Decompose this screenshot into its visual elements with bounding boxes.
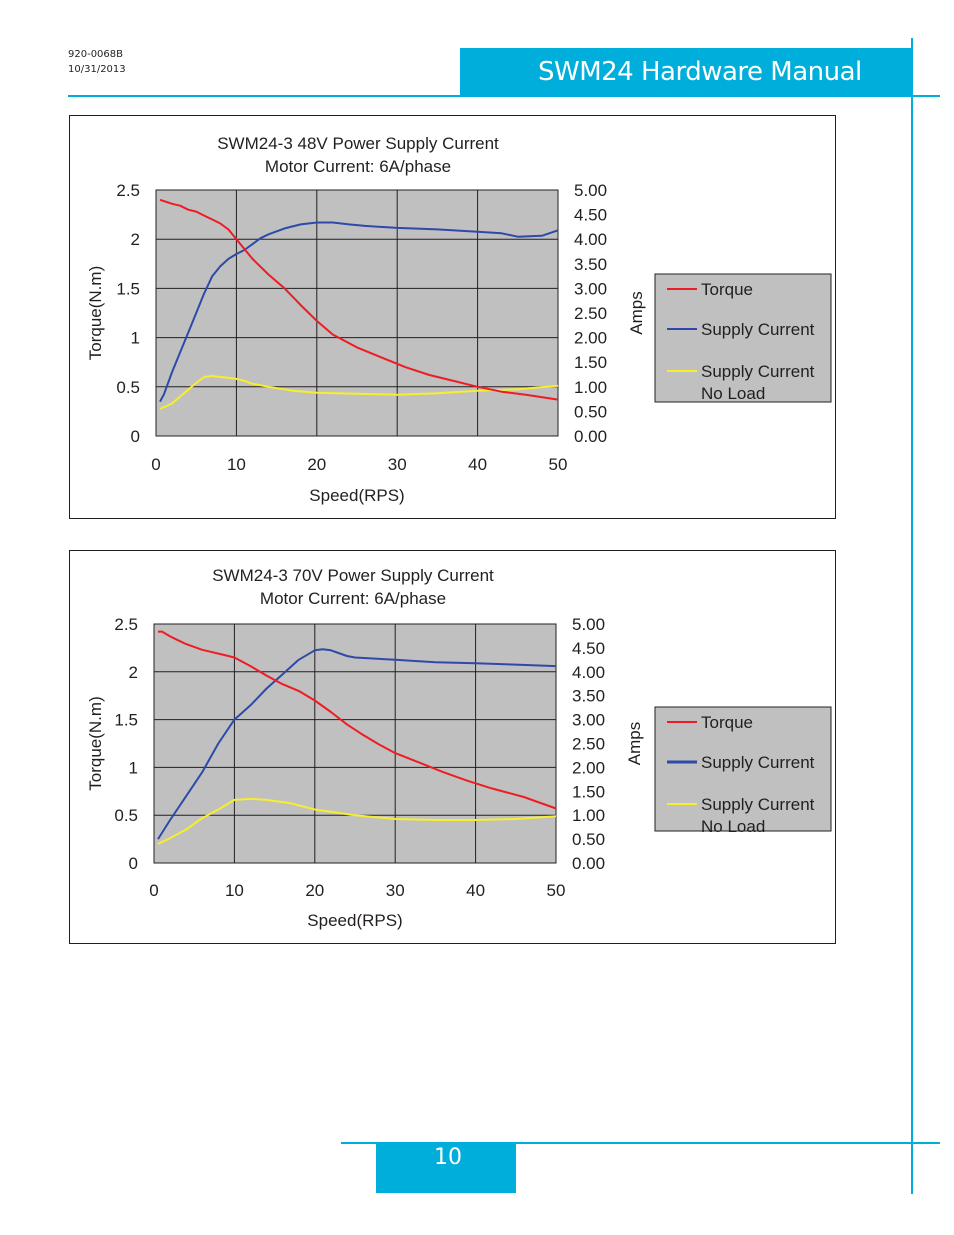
y2-tick-label: 5.00 <box>572 615 605 634</box>
legend-label: Torque <box>701 280 753 299</box>
y2-tick-label: 2.00 <box>574 329 607 348</box>
x-tick-label: 10 <box>225 881 244 900</box>
legend-box <box>654 273 832 403</box>
y2-tick-label: 0.00 <box>572 854 605 873</box>
doc-date: 10/31/2013 <box>68 64 126 75</box>
x-tick-label: 0 <box>151 455 160 474</box>
document-id: 920-0068B 10/31/2013 <box>68 47 126 77</box>
y2-tick-label: 4.50 <box>572 639 605 658</box>
series-line-supply-current-no-load <box>157 797 557 845</box>
y2-tick-label: 0.50 <box>574 402 607 421</box>
x-tick-label: 40 <box>468 455 487 474</box>
y2-tick-label: 1.50 <box>574 353 607 372</box>
x-tick-label: 10 <box>227 455 246 474</box>
chart-subtitle: Motor Current: 6A/phase <box>260 589 446 608</box>
legend-label: No Load <box>701 384 765 403</box>
y2-tick-label: 1.50 <box>572 782 605 801</box>
legend-label: Supply Current <box>701 753 815 772</box>
legend-label: Torque <box>701 713 753 732</box>
legend-label: Supply Current <box>701 362 815 381</box>
y2-tick-label: 4.00 <box>574 230 607 249</box>
series-line-supply-current-no-load <box>159 375 559 410</box>
y-tick-label: 0.5 <box>114 806 138 825</box>
y-axis-label: Torque(N.m) <box>86 266 105 360</box>
title-banner: SWM24 Hardware Manual <box>460 48 913 96</box>
y2-tick-label: 3.50 <box>574 255 607 274</box>
page-number: 10 <box>434 1145 462 1170</box>
chart-title: SWM24-3 70V Power Supply Current <box>212 566 494 585</box>
y2-tick-label: 3.00 <box>572 711 605 730</box>
series-line-torque <box>158 630 557 810</box>
footer-rule <box>341 1142 940 1144</box>
manual-title: SWM24 Hardware Manual <box>538 57 862 87</box>
series-line-torque <box>159 198 559 401</box>
chart-70v-svg: SWM24-3 70V Power Supply Current Motor Cu… <box>86 566 832 930</box>
y2-axis-label: Amps <box>627 291 646 334</box>
y-tick-label: 2.5 <box>116 181 140 200</box>
y2-axis-label: Amps <box>625 722 644 765</box>
chart-subtitle: Motor Current: 6A/phase <box>265 157 451 176</box>
y-tick-label: 1.5 <box>116 279 140 298</box>
plot-area <box>155 189 559 437</box>
series-line-supply-current <box>157 648 557 840</box>
y2-tick-label: 1.00 <box>572 806 605 825</box>
y2-tick-label: 1.00 <box>574 378 607 397</box>
chart-title: SWM24-3 48V Power Supply Current <box>217 134 499 153</box>
y-tick-label: 0 <box>129 854 138 873</box>
chart-48v-svg: SWM24-3 48V Power Supply Current Motor Cu… <box>86 134 832 505</box>
y-tick-label: 1.5 <box>114 711 138 730</box>
header-rule <box>68 95 940 97</box>
y2-tick-label: 2.50 <box>574 304 607 323</box>
x-tick-label: 50 <box>547 881 566 900</box>
y-axis-label: Torque(N.m) <box>86 696 105 790</box>
legend-label: No Load <box>701 817 765 836</box>
y-tick-label: 0 <box>131 427 140 446</box>
x-tick-label: 30 <box>388 455 407 474</box>
y-tick-label: 2 <box>129 663 138 682</box>
y2-tick-label: 0.50 <box>572 830 605 849</box>
chart-70v: SWM24-3 70V Power Supply Current Motor Cu… <box>69 550 836 944</box>
x-tick-label: 20 <box>305 881 324 900</box>
plot-area <box>153 623 557 864</box>
x-tick-label: 30 <box>386 881 405 900</box>
x-axis-label: Speed(RPS) <box>309 486 404 505</box>
legend-box <box>654 706 832 832</box>
legend-label: Supply Current <box>701 795 815 814</box>
legend-label: Supply Current <box>701 320 815 339</box>
chart-48v: SWM24-3 48V Power Supply Current Motor Cu… <box>69 115 836 519</box>
y2-tick-label: 3.00 <box>574 279 607 298</box>
right-margin-rule <box>911 38 913 1194</box>
doc-number: 920-0068B <box>68 49 124 60</box>
y-tick-label: 1 <box>131 329 140 348</box>
y2-tick-label: 4.00 <box>572 663 605 682</box>
y-tick-label: 1 <box>129 758 138 777</box>
y2-tick-label: 2.50 <box>572 735 605 754</box>
page-number-tab: 10 <box>376 1143 516 1193</box>
x-tick-label: 40 <box>466 881 485 900</box>
y2-tick-label: 5.00 <box>574 181 607 200</box>
y2-tick-label: 2.00 <box>572 758 605 777</box>
x-tick-label: 0 <box>149 881 158 900</box>
x-axis-label: Speed(RPS) <box>307 911 402 930</box>
y-tick-label: 2 <box>131 230 140 249</box>
y2-tick-label: 3.50 <box>572 687 605 706</box>
series-line-supply-current <box>159 221 559 403</box>
y2-tick-label: 4.50 <box>574 206 607 225</box>
y-tick-label: 0.5 <box>116 378 140 397</box>
x-tick-label: 20 <box>307 455 326 474</box>
x-tick-label: 50 <box>549 455 568 474</box>
y2-tick-label: 0.00 <box>574 427 607 446</box>
y-tick-label: 2.5 <box>114 615 138 634</box>
